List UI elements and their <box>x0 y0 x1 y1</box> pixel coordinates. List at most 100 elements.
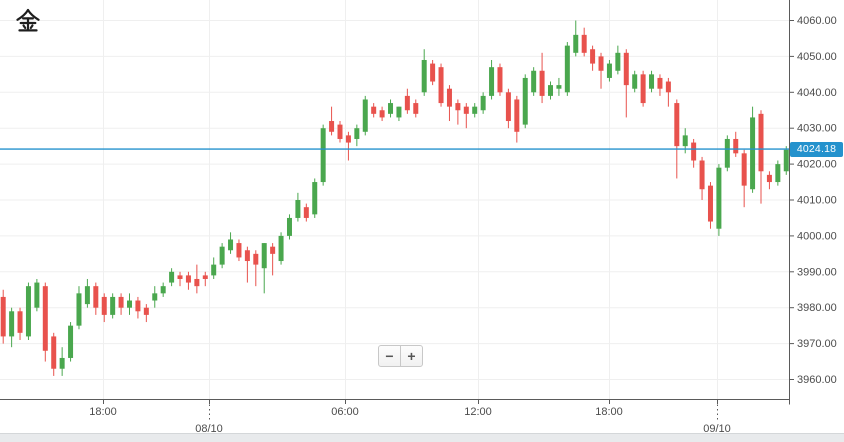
y-axis-label: 3970.00 <box>797 338 837 350</box>
zoom-controls: − + <box>378 345 423 367</box>
candle-down <box>446 88 452 107</box>
candle-up <box>278 235 284 262</box>
candle-down <box>17 311 23 333</box>
candle-down <box>194 278 200 287</box>
candle-down <box>345 135 351 143</box>
candle-up <box>286 217 292 236</box>
candle-down <box>581 34 587 53</box>
candle-down <box>623 52 629 86</box>
candle-up <box>34 282 40 308</box>
candle-down <box>657 77 663 89</box>
candle-up <box>25 286 31 337</box>
candle-up <box>556 85 562 89</box>
page-title: 金 <box>15 8 41 34</box>
candle-down <box>430 63 436 82</box>
x-axis-time-label: 18:00 <box>89 406 117 418</box>
candle-down <box>665 81 671 93</box>
candle-down <box>42 286 48 351</box>
candle-up <box>632 74 638 89</box>
candle-up <box>68 325 74 358</box>
x-axis-time-label: 06:00 <box>331 406 359 418</box>
candle-down <box>51 336 57 369</box>
candle-up <box>421 59 427 93</box>
candle-down <box>438 67 444 104</box>
candle-down <box>766 174 772 183</box>
current-price-badge: 4024.18 <box>790 142 843 157</box>
candle-down <box>270 246 276 254</box>
candle-up <box>152 293 158 301</box>
candle-up <box>228 239 234 251</box>
candle-down <box>455 103 461 111</box>
y-axis-label: 3960.00 <box>797 374 837 386</box>
candle-down <box>101 296 107 315</box>
candle-down <box>337 124 343 139</box>
candle-down <box>202 275 208 279</box>
candle-down <box>463 106 469 114</box>
candle-down <box>413 103 419 114</box>
candle-up <box>573 34 579 53</box>
candle-up <box>261 243 267 269</box>
y-axis-label: 4040.00 <box>797 87 837 99</box>
candle-up <box>472 106 478 114</box>
candle-up <box>716 167 722 229</box>
candle-up <box>564 45 570 93</box>
x-axis-time-label: 12:00 <box>464 406 492 418</box>
zoom-in-button[interactable]: + <box>400 345 423 367</box>
candle-down <box>514 99 520 132</box>
scrollbar-track[interactable] <box>0 433 844 442</box>
candle-up <box>127 300 132 308</box>
y-axis-label: 4010.00 <box>797 195 837 207</box>
candle-down <box>707 185 713 222</box>
candle-up <box>649 74 655 89</box>
candle-down <box>371 106 377 114</box>
x-axis-time-label: 18:00 <box>595 406 623 418</box>
candle-up <box>522 77 528 125</box>
candle-up <box>783 149 789 172</box>
candle-up <box>9 311 15 337</box>
y-axis-label: 4050.00 <box>797 51 837 63</box>
candle-up <box>750 117 756 190</box>
candle-down <box>236 243 242 258</box>
y-axis-label: 4000.00 <box>797 230 837 242</box>
candle-up <box>531 70 537 93</box>
candle-up <box>615 52 621 71</box>
candle-up <box>489 67 495 96</box>
candle-up <box>682 135 688 147</box>
candle-up <box>169 271 175 283</box>
candle-down <box>379 110 385 118</box>
gold-kanji-glyph <box>16 8 40 32</box>
candle-down <box>253 253 259 265</box>
candle-up <box>480 95 486 111</box>
candle-down <box>143 307 149 315</box>
candle-up <box>396 106 402 118</box>
x-axis-date-label: 08/10 <box>195 423 223 435</box>
candle-down <box>590 49 596 64</box>
y-axis-label: 3990.00 <box>797 266 837 278</box>
candle-up <box>362 99 368 132</box>
candle-down <box>135 300 141 312</box>
x-axis-date-label: 09/10 <box>703 423 731 435</box>
candle-down <box>329 121 335 132</box>
candle-down <box>674 103 680 147</box>
candle-down <box>598 56 604 71</box>
candle-down <box>699 160 705 190</box>
candle-up <box>724 138 730 168</box>
candle-down <box>0 296 6 337</box>
candle-down <box>741 153 747 186</box>
candle-down <box>118 296 124 308</box>
candle-up <box>76 293 82 326</box>
candle-down <box>640 74 646 104</box>
candle-up <box>775 164 781 183</box>
candle-up <box>219 246 225 265</box>
candle-down <box>497 67 503 93</box>
candle-down <box>691 142 697 161</box>
zoom-out-button[interactable]: − <box>378 345 401 367</box>
candle-down <box>303 207 309 218</box>
candle-down <box>758 113 764 172</box>
candle-up <box>606 63 612 78</box>
candle-up <box>160 286 166 294</box>
y-axis-label: 4020.00 <box>797 159 837 171</box>
candle-down <box>93 286 99 308</box>
